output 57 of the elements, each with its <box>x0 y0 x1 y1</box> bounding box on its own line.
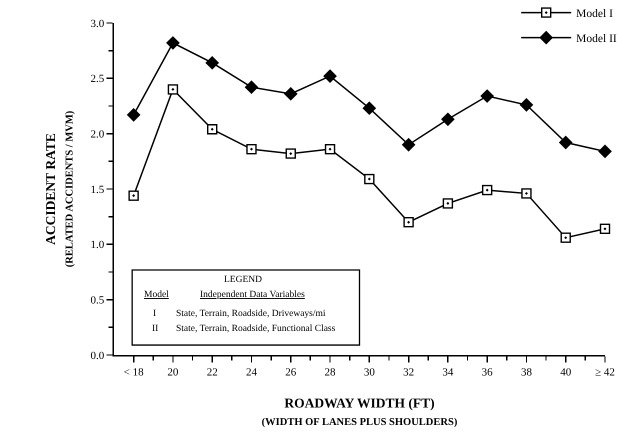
point <box>559 136 572 150</box>
point <box>246 144 257 154</box>
point <box>364 174 375 184</box>
annotation: I <box>153 309 156 319</box>
x-tick-label: 26 <box>285 366 297 379</box>
point <box>520 98 533 112</box>
x-tick-label: 24 <box>246 366 258 379</box>
point <box>168 84 178 95</box>
legend-label: Model I <box>576 8 614 20</box>
point <box>166 36 180 50</box>
point <box>128 190 139 201</box>
point <box>362 102 376 115</box>
annotation: State, Terrain, Roadside, Driveways/mi <box>176 309 326 319</box>
point <box>403 217 414 228</box>
x-tick-label: 22 <box>206 366 218 379</box>
y-tick-label: 1.0 <box>90 239 105 252</box>
x-tick-label: ≥ 42 <box>595 366 615 379</box>
annotation: State, Terrain, Roadside, Functional Class <box>176 324 336 334</box>
annotation: Model <box>144 290 170 300</box>
point <box>284 87 298 100</box>
y-tick-label: 0.5 <box>90 294 105 307</box>
y-axis-title: ACCIDENT RATE (RELATED ACCIDENTS / MVM) <box>43 110 76 268</box>
y-tick-label: 0.0 <box>90 350 105 362</box>
x-axis-title: ROADWAY WIDTH (FT) (WIDTH OF LANES PLUS SHOULDERS) <box>262 395 458 428</box>
annotation: LEGEND <box>224 275 262 285</box>
annotation: II <box>152 324 158 334</box>
x-tick-label: 20 <box>167 366 179 379</box>
point <box>441 112 454 126</box>
point <box>521 188 532 199</box>
y-tick-label: 2.0 <box>90 128 105 141</box>
point <box>480 89 494 103</box>
point <box>600 224 610 234</box>
y-tick-label: 3.0 <box>90 18 105 30</box>
point <box>207 124 218 134</box>
point <box>324 144 336 154</box>
point <box>482 184 492 196</box>
x-tick-label: < 18 <box>124 366 144 379</box>
x-tick-label: 30 <box>364 366 376 379</box>
x-tick-label: 36 <box>482 366 494 379</box>
point <box>206 56 219 70</box>
point <box>323 70 337 83</box>
point <box>560 232 571 243</box>
x-tick-label: 38 <box>520 366 532 379</box>
point <box>286 148 296 159</box>
legend-label: Model II <box>576 33 617 46</box>
x-tick-label: 34 <box>442 366 454 379</box>
y-tick-label: 1.5 <box>90 184 105 196</box>
x-tick-label: 28 <box>324 366 336 379</box>
annotation: Independent Data Variables <box>200 290 306 300</box>
x-tick-label: 40 <box>560 366 572 379</box>
y-tick-label: 2.5 <box>90 73 105 86</box>
point <box>402 138 416 152</box>
point <box>244 80 258 94</box>
point <box>442 198 454 209</box>
x-tick-label: 32 <box>403 366 414 379</box>
point <box>127 108 140 122</box>
point <box>598 144 612 158</box>
